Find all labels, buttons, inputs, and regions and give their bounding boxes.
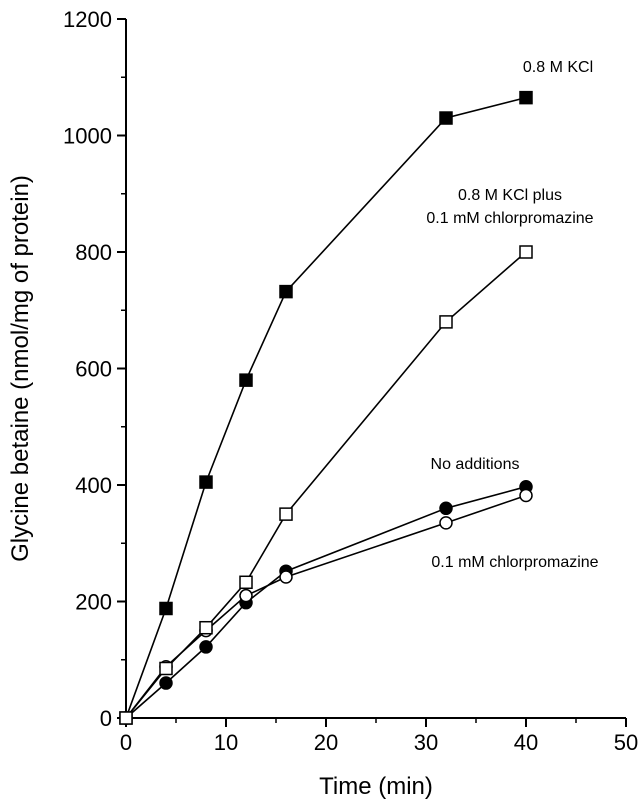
y-tick-label: 400	[75, 473, 112, 498]
x-tick-label: 40	[514, 730, 538, 755]
data-point-s2	[279, 507, 293, 521]
data-markers	[119, 90, 533, 725]
y-tick-label: 800	[75, 240, 112, 265]
data-point-s2	[119, 711, 133, 725]
x-tick-label: 20	[314, 730, 338, 755]
data-point-s2	[239, 575, 253, 590]
y-tick-label: 200	[75, 590, 112, 615]
data-point-s3	[159, 676, 173, 690]
data-point-s2	[199, 620, 213, 635]
x-axis-title: Time (min)	[319, 773, 433, 800]
data-point-s3	[199, 640, 213, 654]
data-point-s1	[239, 373, 253, 387]
data-point-s2	[439, 315, 453, 329]
series-line-4	[125, 494, 527, 719]
annotations: 0.8 M KCl 0.8 M KCl plus 0.1 mM chlorproma…	[426, 59, 598, 571]
y-tick-label: 1200	[63, 7, 112, 32]
data-point-s4	[519, 488, 533, 503]
data-point-s2	[159, 661, 173, 676]
data-point-s2	[519, 245, 533, 259]
annotation-label: 0.1 mM chlorpromazine	[431, 554, 598, 571]
y-tick-label: 1000	[63, 124, 112, 149]
annotation-label: 0.1 mM chlorpromazine	[426, 210, 593, 227]
annotation-label: No additions	[431, 456, 520, 473]
x-tick-label: 50	[614, 730, 638, 755]
y-tick-label: 600	[75, 357, 112, 382]
x-tick-label: 30	[414, 730, 438, 755]
data-point-s1	[159, 601, 173, 616]
x-tick-label: 0	[120, 730, 132, 755]
data-point-s1	[519, 90, 533, 105]
y-tick-label: 0	[100, 706, 112, 731]
data-point-s1	[439, 111, 453, 125]
data-point-s3	[439, 501, 453, 516]
data-point-s1	[199, 475, 213, 489]
y-axis-title: Glycine betaine (nmol/mg of protein)	[7, 175, 34, 562]
annotation-label: 0.8 M KCl plus	[458, 187, 562, 204]
x-tick-label: 10	[214, 730, 238, 755]
data-point-s4	[439, 516, 453, 530]
data-point-s1	[279, 284, 293, 299]
data-point-s4	[279, 570, 293, 584]
annotation-label: 0.8 M KCl	[523, 59, 593, 76]
axes: 0 10 20 30 40 50 0 200 400 600 800 1000 1200	[63, 7, 638, 755]
data-point-s4	[239, 588, 253, 603]
series-line-3	[125, 485, 527, 719]
